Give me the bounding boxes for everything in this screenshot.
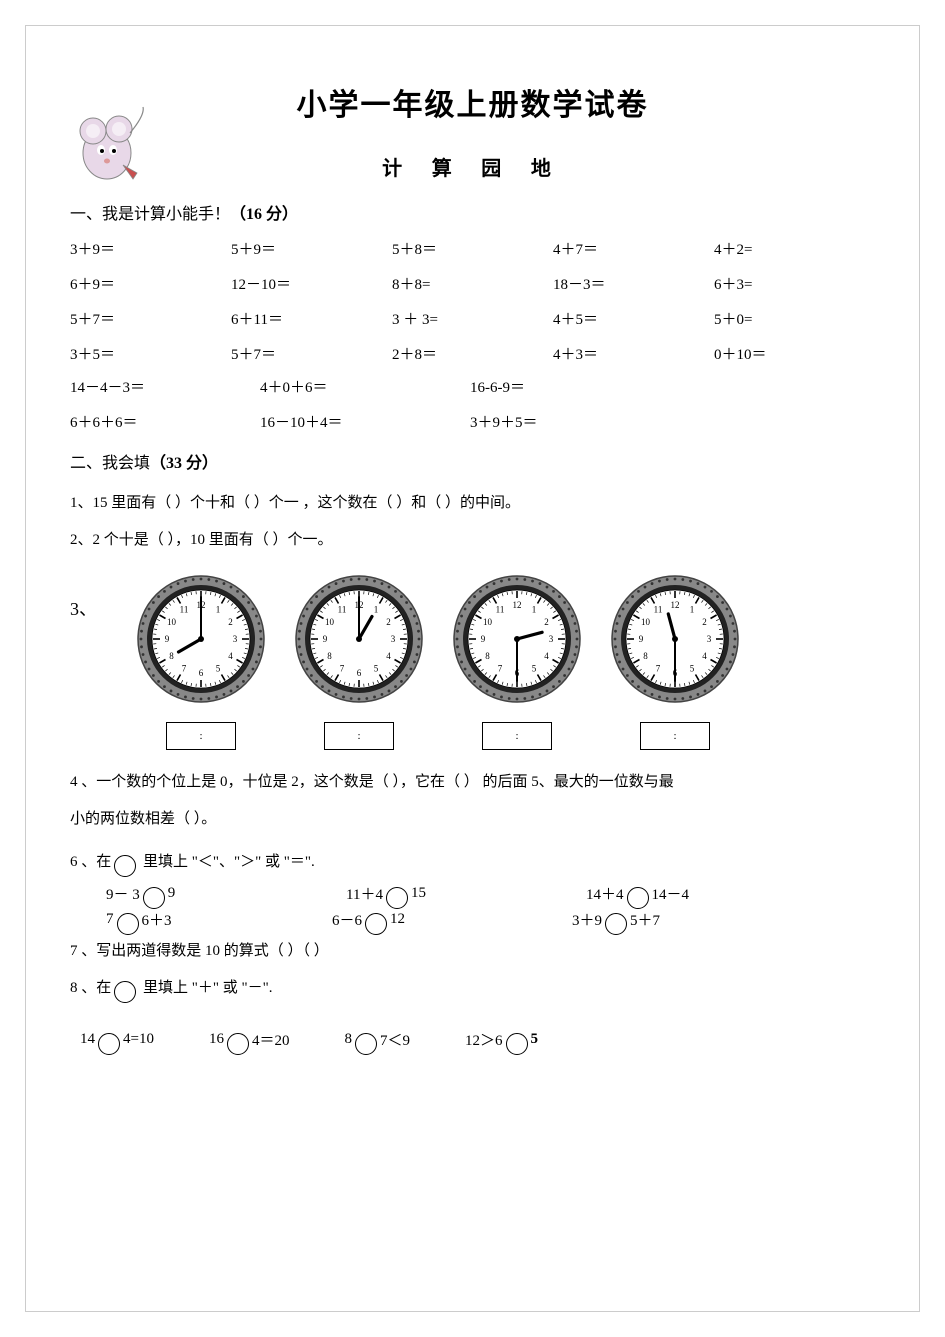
- blank-circle-icon[interactable]: [365, 913, 387, 935]
- blank-circle-icon[interactable]: [355, 1033, 377, 1055]
- blank-circle-icon[interactable]: [506, 1033, 528, 1055]
- blank-circle-icon[interactable]: [117, 913, 139, 935]
- blank-circle-icon[interactable]: [98, 1033, 120, 1055]
- mouse-illustration: [75, 105, 147, 190]
- blank-circle-icon[interactable]: [227, 1033, 249, 1055]
- blank-circle-icon[interactable]: [627, 887, 649, 909]
- blank-circle-icon[interactable]: [605, 913, 627, 935]
- blank-circle-icon[interactable]: [386, 887, 408, 909]
- blank-circle-icon[interactable]: [143, 887, 165, 909]
